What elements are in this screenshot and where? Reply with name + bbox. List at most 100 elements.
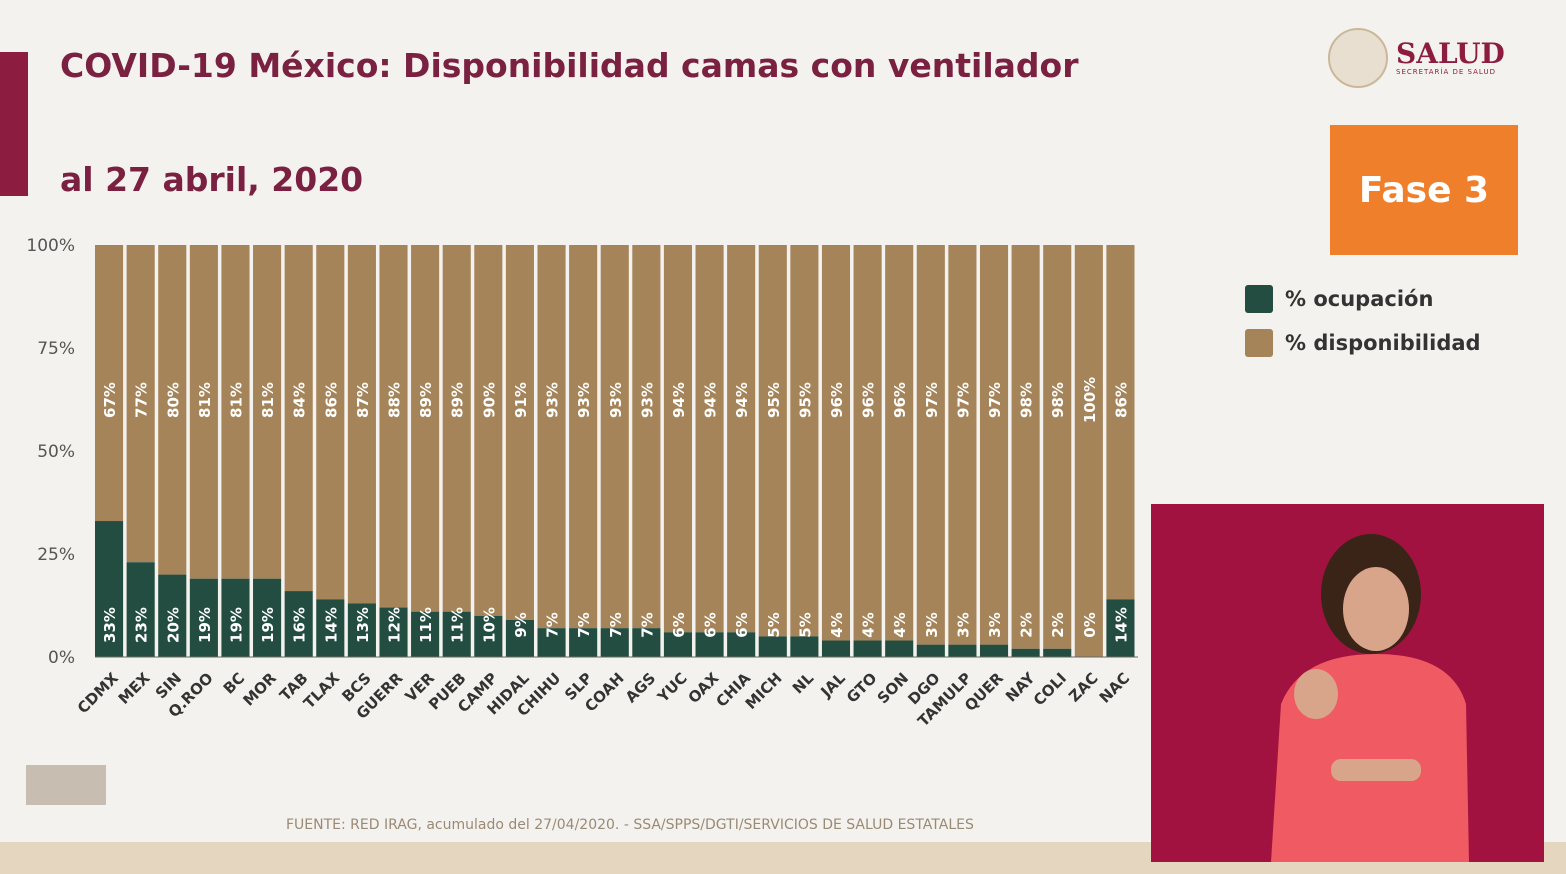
- data-label-ocupacion: 23%: [133, 607, 151, 643]
- data-label-ocupacion: 14%: [322, 607, 340, 643]
- data-label-ocupacion: 4%: [860, 612, 878, 637]
- data-label-disponibilidad: 98%: [1018, 382, 1036, 418]
- accent-bar: [0, 52, 28, 196]
- bar-disponibilidad: [474, 245, 503, 616]
- bar-ocupacion: [1106, 599, 1135, 657]
- bar-ocupacion: [1011, 648, 1040, 657]
- bar-disponibilidad: [600, 245, 629, 629]
- data-label-ocupacion: 20%: [164, 607, 182, 643]
- page-title: COVID-19 México: Disponibilidad camas co…: [60, 46, 1079, 85]
- bar-ocupacion: [158, 574, 187, 657]
- bar-disponibilidad: [979, 245, 1009, 645]
- data-label-disponibilidad: 88%: [386, 382, 404, 418]
- data-label-disponibilidad: 81%: [227, 382, 245, 418]
- data-label-ocupacion: 7%: [638, 612, 656, 637]
- bar-disponibilidad: [1106, 245, 1135, 600]
- bar-disponibilidad: [632, 245, 661, 629]
- chart-legend: % ocupación % disponibilidad: [1245, 285, 1481, 373]
- data-label-ocupacion: 7%: [607, 612, 625, 637]
- x-tick-label: SON: [874, 669, 912, 707]
- bar-disponibilidad: [411, 245, 440, 612]
- bar-disponibilidad: [158, 245, 187, 575]
- bar-ocupacion: [979, 644, 1009, 657]
- data-label-ocupacion: 3%: [923, 612, 941, 637]
- x-tick-label: TLAX: [300, 669, 343, 712]
- x-tick-label: COLI: [1030, 669, 1070, 709]
- bar-disponibilidad: [885, 245, 914, 641]
- data-label-disponibilidad: 90%: [480, 382, 498, 418]
- bar-ocupacion: [379, 607, 408, 657]
- data-label-disponibilidad: 81%: [259, 382, 277, 418]
- data-label-disponibilidad: 96%: [860, 382, 878, 418]
- bar-disponibilidad: [1043, 245, 1072, 649]
- data-label-ocupacion: 5%: [796, 612, 814, 637]
- data-label-disponibilidad: 100%: [1081, 377, 1099, 423]
- bar-ocupacion: [411, 611, 440, 657]
- bar-ocupacion: [821, 640, 851, 657]
- data-label-ocupacion: 6%: [702, 612, 720, 637]
- data-label-disponibilidad: 86%: [1112, 382, 1130, 418]
- data-label-ocupacion: 11%: [417, 607, 435, 643]
- legend-item-ocupacion: % ocupación: [1245, 285, 1481, 313]
- x-tick-label: NL: [789, 669, 818, 698]
- data-label-disponibilidad: 96%: [891, 382, 909, 418]
- logo-sub: SECRETARÍA DE SALUD: [1396, 68, 1496, 76]
- bar-ocupacion: [663, 632, 693, 657]
- data-label-disponibilidad: 98%: [1049, 382, 1067, 418]
- bar-ocupacion: [316, 599, 345, 657]
- bar-ocupacion: [221, 578, 250, 657]
- bar-ocupacion: [916, 644, 945, 657]
- bar-ocupacion: [1043, 648, 1072, 657]
- logo-name: SALUD: [1396, 37, 1505, 70]
- bar-ocupacion: [505, 619, 534, 657]
- bar-disponibilidad: [758, 245, 787, 637]
- bar-disponibilidad: [347, 245, 376, 604]
- bar-ocupacion: [189, 578, 218, 657]
- data-label-disponibilidad: 84%: [291, 382, 309, 418]
- y-tick-label: 25%: [37, 545, 75, 565]
- x-tick-label: NAC: [1096, 669, 1134, 707]
- bar-disponibilidad: [727, 245, 756, 633]
- salud-logo: SALUD SECRETARÍA DE SALUD: [1328, 28, 1505, 88]
- data-label-ocupacion: 4%: [828, 612, 846, 637]
- interpreter-icon: [1271, 534, 1469, 862]
- heroes-icon: [25, 765, 106, 805]
- bar-ocupacion: [253, 578, 282, 657]
- x-tick-label: AGS: [622, 669, 659, 706]
- y-tick-label: 75%: [37, 339, 75, 359]
- bar-disponibilidad: [821, 245, 851, 641]
- data-label-ocupacion: 4%: [891, 612, 909, 637]
- data-label-disponibilidad: 80%: [164, 382, 182, 418]
- bar-ocupacion: [948, 644, 977, 657]
- bar-disponibilidad: [316, 245, 345, 600]
- data-label-disponibilidad: 94%: [702, 382, 720, 418]
- bar-ocupacion: [727, 632, 756, 657]
- bar-disponibilidad: [189, 245, 218, 579]
- legend-swatch: [1245, 329, 1273, 357]
- data-label-ocupacion: 10%: [480, 607, 498, 643]
- seal-icon: [1328, 28, 1388, 88]
- data-label-disponibilidad: 97%: [923, 382, 941, 418]
- bar-disponibilidad: [916, 245, 945, 645]
- data-label-ocupacion: 6%: [670, 612, 688, 637]
- data-label-disponibilidad: 91%: [512, 382, 530, 418]
- data-label-ocupacion: 7%: [544, 612, 562, 637]
- data-label-ocupacion: 6%: [733, 612, 751, 637]
- data-label-disponibilidad: 94%: [670, 382, 688, 418]
- data-label-disponibilidad: 97%: [954, 382, 972, 418]
- bar-ocupacion: [126, 562, 155, 657]
- bar-ocupacion: [284, 591, 313, 657]
- data-label-disponibilidad: 67%: [101, 382, 119, 418]
- data-label-ocupacion: 2%: [1049, 612, 1067, 637]
- bar-disponibilidad: [663, 245, 693, 633]
- data-label-disponibilidad: 96%: [828, 382, 846, 418]
- bar-ocupacion: [442, 611, 471, 657]
- gobierno-logo: [18, 745, 113, 830]
- bar-disponibilidad: [948, 245, 977, 645]
- legend-swatch: [1245, 285, 1273, 313]
- bar-disponibilidad: [569, 245, 598, 629]
- y-tick-label: 0%: [48, 648, 75, 668]
- data-label-ocupacion: 5%: [765, 612, 783, 637]
- bar-disponibilidad: [253, 245, 282, 579]
- data-label-ocupacion: 0%: [1081, 612, 1099, 637]
